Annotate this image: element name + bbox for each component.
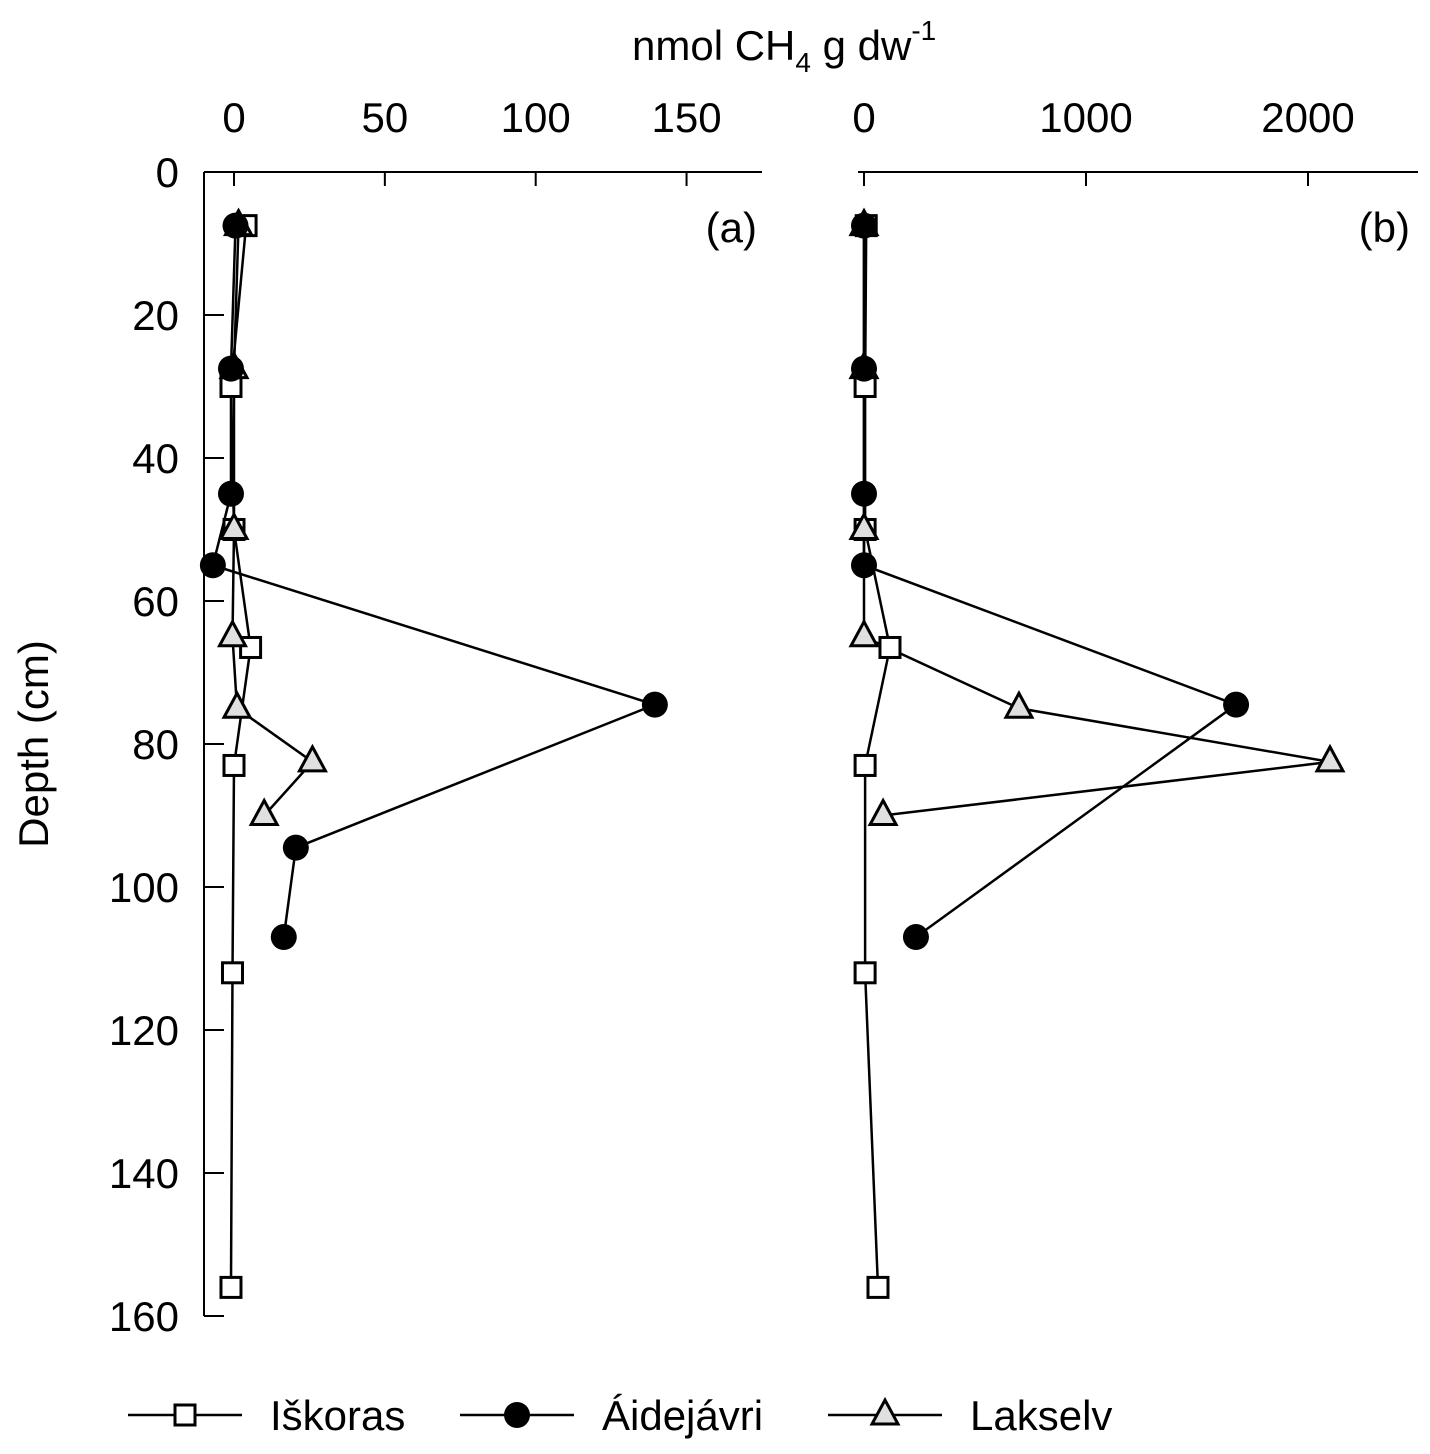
data-point-circle-filled [217,355,244,382]
y-tick-label: 100 [109,864,179,911]
legend-marker-square-open [173,1403,197,1427]
data-point-triangle-gray [1314,743,1346,773]
panel-a: 0 50 100 150 0 20 40 60 80 100 120 140 160 (a) [109,94,762,1340]
data-point-circle-filled [851,355,877,382]
legend: Iškoras Áidejávri Lakselv [128,1392,1112,1439]
y-tick-label: 80 [132,721,179,768]
data-point-square-open [239,635,263,659]
y-tick-label: 40 [132,435,179,482]
series-line-circle-filled [862,225,1239,939]
data-point-circle-filled [270,924,297,951]
data-point-triangle-gray [1003,690,1035,719]
x-tick-label: 100 [501,94,571,141]
data-point-circle-filled [851,480,877,507]
x-tick-label: 0 [222,94,245,141]
data-point-circle-filled [902,924,929,951]
data-point-circle-filled [851,552,877,579]
y-tick-label: 60 [132,578,179,625]
x-tick-label: 50 [361,94,408,141]
data-point-circle-filled [641,691,668,718]
data-point-triangle-gray [221,690,253,719]
y-tick-label: 160 [109,1293,179,1340]
series-line-circle-filled [211,225,659,938]
data-point-triangle-gray [248,797,280,826]
x-tick-label: 0 [852,94,875,141]
panel-label: (b) [1359,204,1410,251]
legend-marker-circle-filled [504,1402,530,1428]
y-tick-label: 140 [109,1150,179,1197]
x-axis-title: nmol CH4 g dw-1 [632,15,936,78]
data-point-square-open [222,753,246,777]
x-tick-label: 1000 [1039,94,1132,141]
y-tick-label: 120 [109,1007,179,1054]
data-point-circle-filled [851,212,877,239]
data-point-triangle-gray [848,618,880,648]
series-line-triangle-gray [862,225,1331,817]
data-point-circle-filled [1223,691,1250,718]
data-point-square-open [219,1275,243,1299]
data-point-square-open [853,961,877,985]
legend-label: Iškoras [270,1392,405,1439]
data-point-triangle-gray [848,511,880,540]
x-tick-label: 150 [652,94,722,141]
data-point-circle-filled [282,834,309,861]
x-tick-label: 2000 [1261,94,1354,141]
data-point-square-open [220,961,244,985]
data-point-circle-filled [222,212,249,239]
y-tick-label: 0 [156,149,179,196]
data-point-triangle-gray [218,511,250,540]
data-point-square-open [878,635,902,659]
data-point-square-open [853,753,877,777]
panel-b: 0 1000 2000 (b) [848,94,1418,1299]
data-point-triangle-gray [296,743,328,773]
y-tick-label: 20 [132,292,179,339]
panel-label: (a) [706,204,757,251]
legend-label: Lakselv [970,1392,1112,1439]
data-point-square-open [866,1275,890,1299]
data-point-triangle-gray [216,618,249,648]
y-axis-title: Depth (cm) [10,640,57,848]
data-point-circle-filled [217,480,244,507]
legend-marker-triangle-gray [869,1396,901,1426]
data-point-triangle-gray [867,797,899,826]
legend-label: Áidejávri [602,1392,763,1439]
data-point-circle-filled [199,552,226,579]
